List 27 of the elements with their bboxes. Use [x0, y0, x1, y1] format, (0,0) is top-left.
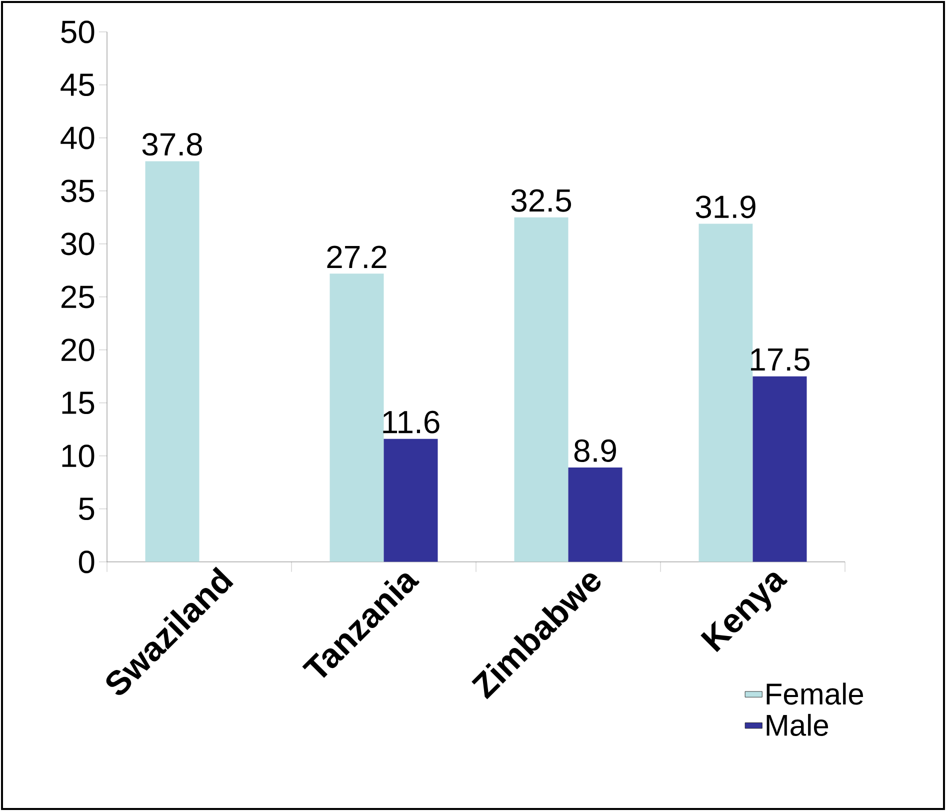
- bar: [698, 224, 753, 562]
- y-tick-label: 30: [61, 232, 94, 256]
- bar: [330, 274, 384, 562]
- bar: [384, 438, 438, 562]
- bar: [568, 468, 622, 562]
- data-label: 31.9: [696, 196, 756, 218]
- bar: [752, 376, 807, 562]
- data-label: 17.5: [751, 348, 810, 371]
- y-tick-label: 10: [62, 444, 94, 468]
- data-label: 27.2: [327, 246, 386, 268]
- y-tick-label: 20: [62, 338, 94, 362]
- legend-label: Female: [766, 682, 864, 705]
- y-tick-label: 40: [60, 126, 94, 150]
- data-label: 8.9: [574, 439, 616, 462]
- data-label: 11.6: [383, 410, 440, 434]
- bar: [514, 217, 568, 562]
- y-tick-label: 5: [78, 498, 94, 520]
- y-tick-label: 15: [62, 392, 94, 414]
- bar: [145, 161, 200, 562]
- y-tick-label: 25: [62, 286, 94, 308]
- y-tick-label: 35: [61, 180, 94, 202]
- y-tick-label: 0: [78, 550, 94, 574]
- data-label: 37.8: [142, 133, 202, 156]
- y-tick-label: 50: [61, 20, 94, 44]
- data-label: 32.5: [511, 189, 572, 212]
- legend-label: Male: [766, 714, 828, 736]
- y-tick-label: 45: [60, 74, 94, 96]
